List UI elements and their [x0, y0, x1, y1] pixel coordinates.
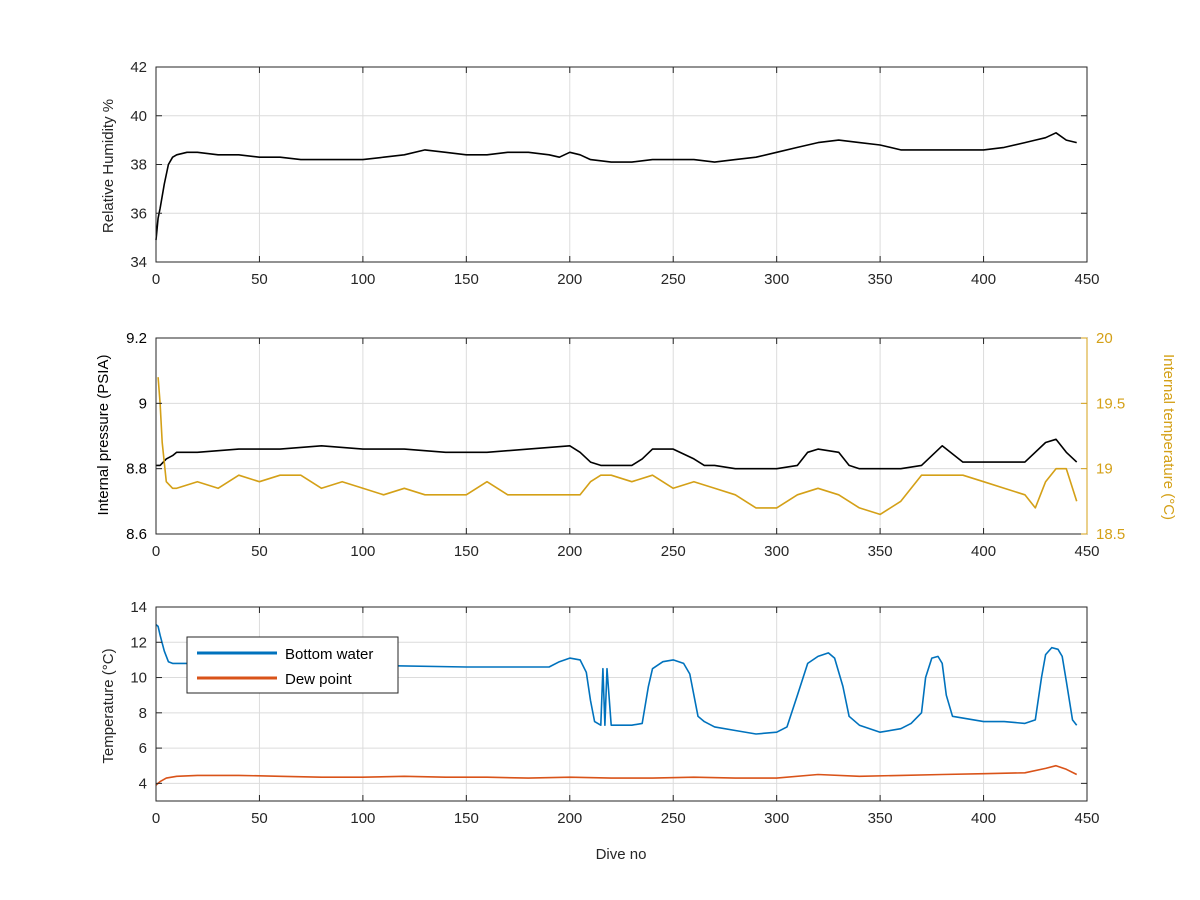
- internal-temperature-ylabel: Internal temperature (°C): [1160, 354, 1177, 520]
- pressure-ylabel: Internal pressure (PSIA): [95, 355, 112, 516]
- y2-tick-label: 18.5: [1096, 526, 1125, 543]
- x-tick-label: 250: [661, 810, 686, 827]
- x-tick-label: 200: [557, 543, 582, 560]
- plot-area-1: 0 50 100 150 200 250 300 350 400 450 8.6 8.8 9 9.2 18.…: [126, 330, 1125, 560]
- y-tick-label: 12: [130, 634, 147, 651]
- x-tick-label: 300: [764, 810, 789, 827]
- x-tick-label: 50: [251, 271, 268, 288]
- x-tick-label: 300: [764, 271, 789, 288]
- y-tick-label: 36: [130, 205, 147, 222]
- x-tick-label: 250: [661, 271, 686, 288]
- series-line-2-0: [155, 623, 1078, 735]
- y-tick-label: 8.8: [126, 461, 147, 478]
- pressure-temperature-panel: 0 50 100 150 200 250 300 350 400 450 8.6 8.8 9 9.2 18.…: [95, 330, 1177, 560]
- y-tick-label: 8.6: [126, 526, 147, 543]
- y-tick-label: 42: [130, 59, 147, 76]
- legend: Bottom water Dew point: [186, 636, 399, 694]
- temperature-panel: 0 50 100 150 200 250 300 350 400 450 4 6 8 10 12 14 Tem…: [100, 599, 1100, 863]
- y2-tick-label: 19: [1096, 461, 1113, 478]
- x-tick-label: 350: [868, 543, 893, 560]
- series-line-0-0: [155, 132, 1077, 241]
- x-tick-label: 100: [350, 271, 375, 288]
- x-tick-label: 150: [454, 810, 479, 827]
- x-tick-label: 100: [350, 810, 375, 827]
- humidity-panel: 0 50 100 150 200 250 300 350 400 450 34 36 38 40 42 Re…: [100, 59, 1100, 288]
- y-tick-label: 10: [130, 670, 147, 687]
- humidity-ylabel: Relative Humidity %: [100, 99, 117, 233]
- y-tick-label: 9: [139, 395, 147, 412]
- x-tick-label: 450: [1074, 810, 1099, 827]
- y-tick-label: 34: [130, 254, 147, 271]
- x-tick-label: 300: [764, 543, 789, 560]
- y-tick-label: 9.2: [126, 330, 147, 347]
- x-tick-label: 350: [868, 810, 893, 827]
- x-tick-label: 0: [152, 543, 160, 560]
- x-tick-label: 200: [557, 810, 582, 827]
- x-tick-label: 0: [152, 271, 160, 288]
- y2-tick-label: 19.5: [1096, 395, 1125, 412]
- x-tick-label: 100: [350, 543, 375, 560]
- plot-area-2: 0 50 100 150 200 250 300 350 400 450 4 6 8 10 12 14: [130, 599, 1099, 827]
- x-tick-label: 400: [971, 271, 996, 288]
- y-tick-label: 40: [130, 108, 147, 125]
- y-tick-label: 6: [139, 740, 147, 757]
- x-tick-label: 50: [251, 810, 268, 827]
- x-tick-label: 150: [454, 543, 479, 560]
- y-tick-label: 8: [139, 705, 147, 722]
- series-line-1-0: [156, 438, 1078, 470]
- x-tick-label: 0: [152, 810, 160, 827]
- y-tick-label: 4: [139, 775, 147, 792]
- x-tick-label: 450: [1074, 271, 1099, 288]
- axes-box-2: [155, 606, 1088, 802]
- y-tick-label: 38: [130, 157, 147, 174]
- x-axis-label: Dive no: [596, 846, 647, 863]
- x-tick-label: 400: [971, 810, 996, 827]
- plot-area-0: 0 50 100 150 200 250 300 350 400 450 34 36 38 40 42: [130, 59, 1099, 288]
- y2-tick-label: 20: [1096, 330, 1113, 347]
- legend-label-dew-point: Dew point: [285, 671, 353, 688]
- y-tick-label: 14: [130, 599, 147, 616]
- x-tick-label: 50: [251, 543, 268, 560]
- x-tick-label: 400: [971, 543, 996, 560]
- legend-box: [186, 636, 399, 694]
- x-tick-label: 350: [868, 271, 893, 288]
- temperature-ylabel: Temperature (°C): [100, 648, 117, 763]
- x-tick-label: 250: [661, 543, 686, 560]
- legend-label-bottom-water: Bottom water: [285, 646, 373, 663]
- x-tick-label: 450: [1074, 543, 1099, 560]
- x-tick-label: 200: [557, 271, 582, 288]
- x-tick-label: 150: [454, 271, 479, 288]
- series-line-1-1: [157, 377, 1078, 516]
- series-line-2-1: [155, 764, 1078, 786]
